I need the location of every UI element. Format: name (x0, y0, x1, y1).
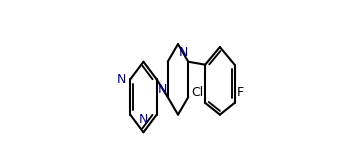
Text: Cl: Cl (192, 86, 204, 99)
Text: N: N (158, 83, 167, 96)
Text: F: F (237, 86, 244, 99)
Text: N: N (116, 73, 126, 86)
Text: N: N (139, 113, 148, 126)
Text: N: N (179, 46, 188, 59)
